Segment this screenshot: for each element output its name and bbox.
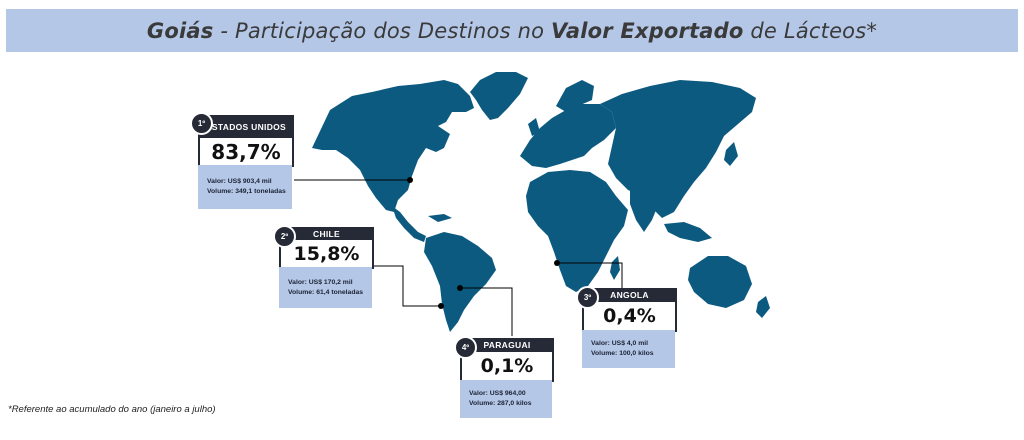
connector-lines: [294, 179, 623, 336]
uk: [528, 118, 540, 136]
title-suffix: de Lácteos*: [743, 18, 878, 43]
footnote: *Referente ao acumulado do ano (janeiro …: [8, 404, 216, 415]
card-paraguai: PARAGUAI 0,1% Valor: US$ 964,00 Volume: …: [460, 338, 554, 418]
title-bar: Goiás - Participação dos Destinos no Val…: [6, 9, 1018, 52]
africa: [526, 170, 628, 292]
valor-text: Valor: US$ 4,0 mil: [591, 340, 649, 347]
card-chile: CHILE 15,8% Valor: US$ 170,2 mil Volume:…: [279, 227, 374, 308]
connector-paraguai: [460, 287, 513, 336]
continents: [312, 72, 770, 332]
valor-text: Valor: US$ 964,00: [469, 390, 526, 397]
title-metric: Valor Exportado: [551, 18, 744, 43]
location-dots: [407, 177, 560, 309]
info-panel: Valor: US$ 170,2 mil Volume: 61,4 tonela…: [279, 267, 372, 308]
volume-text: Volume: 349,1 toneladas: [207, 188, 286, 195]
rank-badge: 1º: [190, 112, 213, 135]
greenland: [470, 72, 528, 120]
central-america: [392, 206, 426, 242]
se-asia: [664, 222, 712, 242]
card-estados-unidos: ESTADOS UNIDOS 83,7% Valor: US$ 903,4 mi…: [198, 115, 294, 209]
new-zealand: [756, 296, 770, 318]
connector-chile: [374, 265, 441, 307]
volume-text: Volume: 287,0 kilos: [469, 400, 532, 407]
dot-chile: [438, 303, 444, 309]
dot-angola: [554, 260, 560, 266]
caribbean: [428, 214, 452, 222]
page-title: Goiás - Participação dos Destinos no Val…: [147, 19, 877, 43]
australia: [688, 256, 752, 308]
scandinavia: [556, 80, 594, 112]
rank-badge: 4º: [454, 336, 477, 359]
card-angola: ANGOLA 0,4% Valor: US$ 4,0 mil Volume: 1…: [582, 288, 677, 368]
title-sep: - Participação dos Destinos no: [213, 18, 552, 43]
india: [630, 188, 660, 232]
south-america: [424, 232, 496, 332]
info-panel: Valor: US$ 964,00 Volume: 287,0 kilos: [460, 380, 552, 418]
volume-text: Volume: 100,0 kilos: [591, 350, 654, 357]
europe: [520, 104, 616, 168]
info-panel: Valor: US$ 4,0 mil Volume: 100,0 kilos: [582, 330, 675, 368]
share-value: 15,8%: [279, 240, 374, 269]
rank-badge: 2º: [273, 225, 296, 248]
dot-paraguai: [457, 285, 463, 291]
share-value: 0,4%: [582, 302, 677, 332]
valor-text: Valor: US$ 170,2 mil: [288, 278, 353, 286]
share-value: 83,7%: [198, 138, 294, 167]
share-value: 0,1%: [460, 352, 554, 382]
card-header: ESTADOS UNIDOS: [198, 115, 294, 138]
card-header: PARAGUAI: [460, 338, 554, 352]
volume-text: Volume: 61,4 toneladas: [288, 288, 364, 296]
card-header: CHILE: [279, 227, 374, 240]
connector-angola: [557, 262, 623, 290]
dot-usa: [407, 177, 413, 183]
card-header: ANGOLA: [582, 288, 677, 302]
rank-badge: 3º: [576, 286, 599, 309]
japan: [724, 142, 738, 166]
info-panel: Valor: US$ 903,4 mil Volume: 349,1 tonel…: [198, 165, 292, 209]
title-region: Goiás: [146, 18, 214, 43]
north-america: [312, 80, 474, 212]
madagascar: [610, 256, 620, 280]
valor-text: Valor: US$ 903,4 mil: [207, 178, 272, 185]
asia: [600, 80, 756, 218]
